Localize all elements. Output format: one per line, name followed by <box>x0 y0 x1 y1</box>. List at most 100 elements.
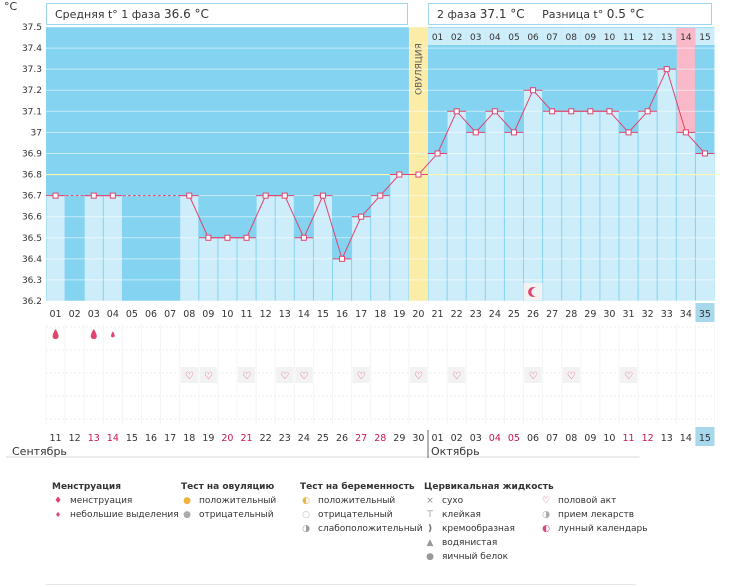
cycle-day-label: 16 <box>336 309 348 320</box>
phase2-day-label: 07 <box>546 33 557 43</box>
temp-bar-18 <box>371 195 390 301</box>
legend-pregnancy-negative: ○ отрицательный <box>300 510 393 520</box>
phase2-day-cell <box>561 28 581 45</box>
temp-point-15 <box>319 192 326 199</box>
date-label: 02 <box>451 433 463 444</box>
temp-bar-27 <box>543 111 562 301</box>
date-label: 10 <box>603 433 615 444</box>
y-tick-label: 37.4 <box>22 44 42 54</box>
highlight-bar <box>676 45 695 133</box>
temp-point-20 <box>415 171 422 178</box>
heart-cell <box>409 367 427 383</box>
heart-icon: ♡ <box>280 371 289 382</box>
temp-line-segment <box>513 90 534 133</box>
temp-point-35 <box>701 150 708 157</box>
cycle-day-label: 20 <box>412 309 424 320</box>
month-september: Сентябрь <box>12 445 67 458</box>
legend-cervical-title: Цервикальная жидкость <box>424 482 554 492</box>
legend-cervical-creamy: ❫ кремообразная <box>424 524 515 534</box>
month-october: Октябрь <box>431 445 480 458</box>
moon-icon: ◐ <box>542 524 550 534</box>
legend-ovulation-positive: ● положительный <box>181 496 276 506</box>
temp-bar-9 <box>199 237 218 301</box>
current-day-cell <box>695 303 715 322</box>
temp-point-22 <box>453 108 460 115</box>
temp-line-segment <box>666 69 687 133</box>
pregnancy-negative-icon: ○ <box>302 510 310 520</box>
heart-cell <box>295 367 313 383</box>
legend-cervical-eggwhite: ● яичный белок <box>424 552 508 562</box>
temp-point-13 <box>281 192 288 199</box>
temp-bar-28 <box>562 111 581 301</box>
temp-point-12 <box>262 192 269 199</box>
legend-intercourse-label: половой акт <box>558 496 617 506</box>
cycle-day-label: 24 <box>489 309 501 320</box>
phase2-day-cell <box>619 28 639 45</box>
date-label: 15 <box>699 433 711 444</box>
y-tick-label: 36.5 <box>22 234 42 244</box>
temp-point-24 <box>491 108 498 115</box>
heart-icon: ♡ <box>242 371 251 382</box>
phase2-day-label: 02 <box>451 33 462 43</box>
phase2-day-label: 08 <box>566 33 578 43</box>
phase2-day-label: 04 <box>489 33 501 43</box>
legend-menstruation-label: менструация <box>70 496 133 506</box>
date-label: 12 <box>69 433 81 444</box>
heart-cell <box>448 367 466 383</box>
cycle-day-label: 28 <box>565 309 577 320</box>
cycle-day-label: 04 <box>107 309 119 320</box>
date-label: 20 <box>221 433 233 444</box>
temp-line-segment <box>609 110 629 133</box>
phase2-day-label: 14 <box>680 33 692 43</box>
temp-point-9 <box>205 234 212 241</box>
cycle-day-label: 06 <box>145 309 157 320</box>
legend-pregnancy-positive-label: положительный <box>318 496 396 506</box>
temp-line-segment <box>628 110 649 133</box>
drop-small-icon: ♦ <box>54 511 62 519</box>
temp-bar-13 <box>275 195 294 301</box>
heart-cell <box>180 367 198 383</box>
temp-line-segment <box>456 110 477 133</box>
temp-point-27 <box>549 108 556 115</box>
date-label: 16 <box>145 433 157 444</box>
phase2-day-label: 05 <box>508 33 519 43</box>
temp-bar-8 <box>180 195 199 301</box>
legend-cervical-creamy-label: кремообразная <box>442 524 515 534</box>
y-tick-label: 36.3 <box>22 276 42 286</box>
phase2-label: 2 фаза <box>437 8 477 21</box>
temp-line-segment <box>685 132 706 154</box>
heart-cell <box>620 367 638 383</box>
phase2-summary: 2 фаза 37.1 °C Разница t° 0.5 °C <box>428 3 712 25</box>
cycle-day-label: 08 <box>183 309 195 320</box>
date-label: 17 <box>164 433 176 444</box>
cycle-day-label: 31 <box>623 309 635 320</box>
date-label: 12 <box>642 433 654 444</box>
legend-ovulation-test-title: Тест на овуляцию <box>181 482 275 492</box>
cycle-day-label: 05 <box>126 309 138 320</box>
temp-bar-14 <box>294 237 313 301</box>
temp-bar-29 <box>581 111 600 301</box>
temp-point-29 <box>587 108 594 115</box>
legend-spotting: ♦ небольшие выделения <box>52 510 179 520</box>
cycle-day-label: 23 <box>470 309 482 320</box>
date-label: 30 <box>412 433 424 444</box>
heart-icon: ♡ <box>567 371 576 382</box>
heart-cell <box>276 367 294 383</box>
temp-line-segment <box>647 68 668 112</box>
phase2-day-cell <box>447 28 467 45</box>
date-label: 25 <box>317 433 329 444</box>
date-label: 27 <box>355 433 367 444</box>
heart-cell <box>352 367 370 383</box>
temp-line-segment <box>379 174 400 196</box>
date-label: 29 <box>393 433 405 444</box>
y-tick-label: 37.3 <box>22 65 42 75</box>
y-axis-unit: °C <box>4 0 18 13</box>
legend-menstruation: ♦ менструация <box>52 496 132 506</box>
phase2-day-cell <box>580 28 600 45</box>
cycle-day-label: 17 <box>355 309 367 320</box>
y-tick-label: 36.6 <box>22 213 42 223</box>
legend-cervical-sticky: ⊤ клейкая <box>424 510 481 520</box>
heart-icon: ♡ <box>185 371 194 382</box>
cycle-day-label: 07 <box>164 309 176 320</box>
